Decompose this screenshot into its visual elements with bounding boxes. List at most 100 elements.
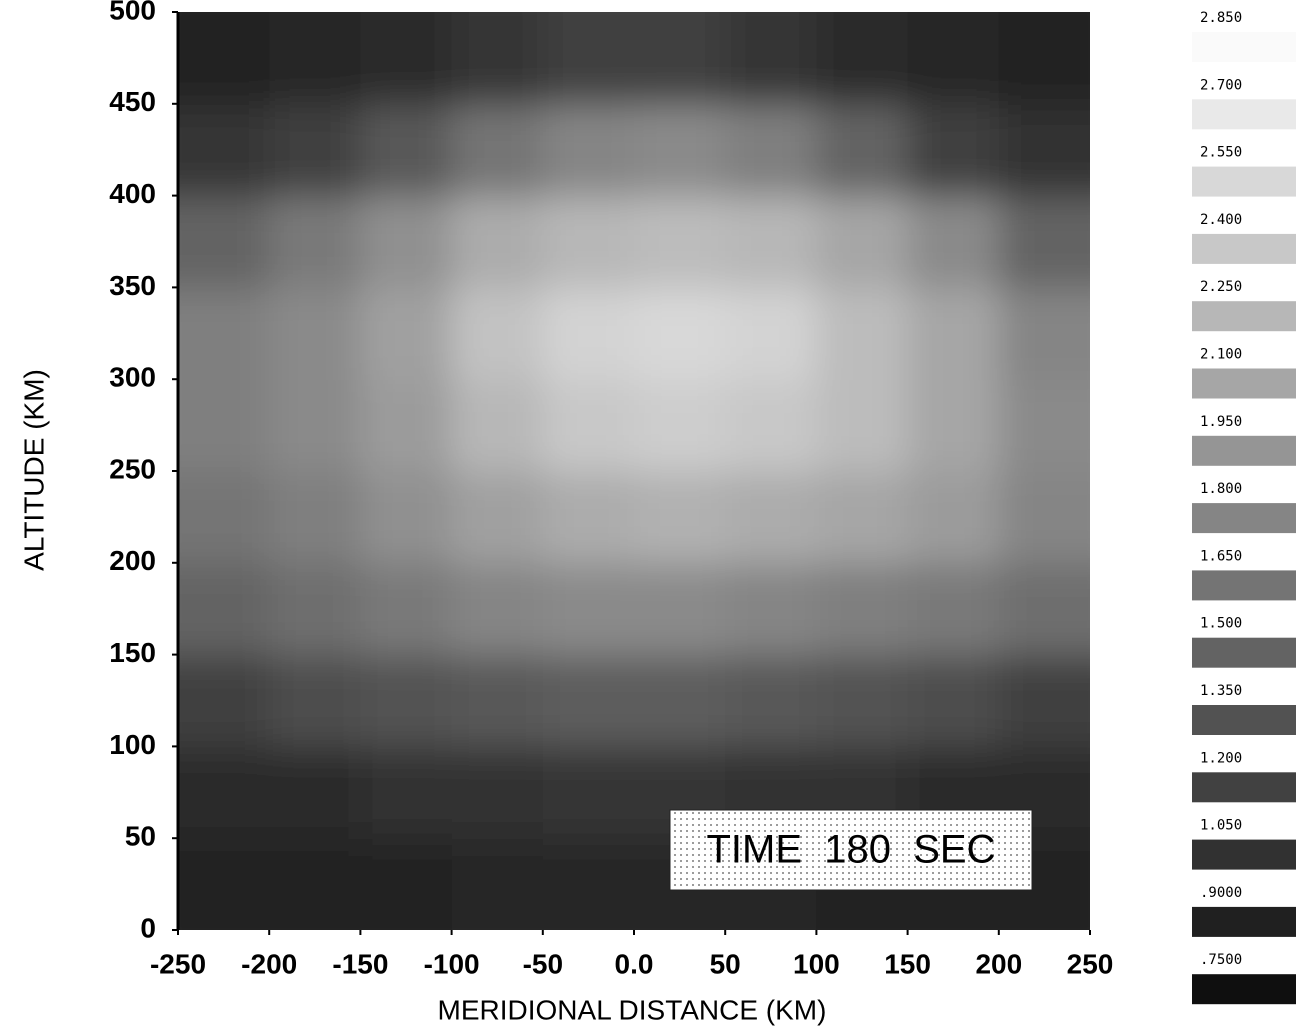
cell (634, 379, 727, 472)
cell (907, 471, 1000, 564)
cell (360, 12, 453, 105)
cell (725, 379, 818, 472)
cell (360, 195, 453, 289)
cell (178, 379, 271, 472)
cell (998, 654, 1090, 748)
cell (269, 471, 362, 564)
cell (907, 287, 1000, 381)
x-tick-label: 200 (975, 948, 1022, 979)
legend-label: 1.650 (1200, 548, 1242, 564)
cell (634, 654, 727, 748)
cell (725, 195, 818, 289)
legend-swatch (1192, 301, 1296, 332)
cell (725, 12, 818, 105)
cell (998, 379, 1090, 472)
cell (725, 103, 818, 197)
y-tick-label: 200 (109, 545, 156, 576)
cell (269, 746, 362, 840)
x-tick-label: -50 (523, 948, 563, 979)
y-tick-label: 450 (109, 86, 156, 117)
cell (178, 195, 271, 289)
x-tick-label: -100 (424, 948, 480, 979)
y-axis-label: ALTITUDE (KM) (18, 369, 49, 571)
cell (907, 654, 1000, 748)
y-tick-label: 350 (109, 270, 156, 301)
cell (542, 562, 635, 656)
cell (451, 287, 544, 381)
cell (816, 471, 909, 564)
x-tick-label: 100 (793, 948, 840, 979)
cell (178, 838, 271, 930)
legend-swatch (1192, 839, 1296, 870)
cell (542, 287, 635, 381)
x-tick-label: 150 (884, 948, 931, 979)
cell (634, 12, 727, 105)
cell (542, 195, 635, 289)
cell (542, 838, 635, 930)
cell (269, 195, 362, 289)
cell (178, 654, 271, 748)
cell (360, 379, 453, 472)
cell (542, 103, 635, 197)
cell (360, 838, 453, 930)
x-axis-label: MERIDIONAL DISTANCE (KM) (438, 994, 827, 1025)
cell (816, 195, 909, 289)
cell (451, 562, 544, 656)
cell (542, 746, 635, 840)
field (178, 12, 1090, 930)
cell (542, 12, 635, 105)
cell (816, 654, 909, 748)
cell (360, 103, 453, 197)
cell (542, 379, 635, 472)
legend-label: .7500 (1200, 952, 1242, 968)
cell (634, 562, 727, 656)
legend-label: 2.550 (1200, 145, 1242, 161)
x-tick-label: -200 (241, 948, 297, 979)
cell (269, 12, 362, 105)
cell (998, 562, 1090, 656)
legend-label: 2.850 (1200, 10, 1242, 26)
legend-swatch (1192, 503, 1296, 534)
cell (178, 562, 271, 656)
legend-label: 1.950 (1200, 414, 1242, 430)
cell (269, 562, 362, 656)
y-tick-label: 150 (109, 637, 156, 668)
cell (998, 12, 1090, 105)
cell (998, 103, 1090, 197)
y-tick-label: 400 (109, 178, 156, 209)
annotation: TIME 180 SEC (707, 828, 996, 872)
legend-swatch (1192, 637, 1296, 668)
cell (451, 746, 544, 840)
cell (907, 195, 1000, 289)
legend-swatch (1192, 166, 1296, 197)
legend-label: 1.500 (1200, 616, 1242, 632)
overlay: 0 50 100 150 200 250 300 350 400 450 500 -250 -200 -1… (109, 0, 1296, 1005)
cell (816, 379, 909, 472)
x-tick-label: 50 (710, 948, 741, 979)
cell (998, 195, 1090, 289)
cell (178, 103, 271, 197)
cell (816, 562, 909, 656)
cell (269, 838, 362, 930)
cell (998, 287, 1090, 381)
legend-label: 1.800 (1200, 481, 1242, 497)
cell (907, 12, 1000, 105)
legend-swatch (1192, 99, 1296, 130)
y-tick-label: 250 (109, 453, 156, 484)
x-tick-label: 250 (1067, 948, 1114, 979)
cell (816, 103, 909, 197)
cell (542, 471, 635, 564)
x-tick-label: 0.0 (615, 948, 654, 979)
cell (451, 838, 544, 930)
cell (451, 12, 544, 105)
legend-swatch (1192, 705, 1296, 735)
cell (451, 195, 544, 289)
cell (451, 103, 544, 197)
cell (725, 471, 818, 564)
legend-label: .9000 (1200, 885, 1242, 901)
y-tick-label: 300 (109, 362, 156, 393)
legend-swatch (1192, 32, 1296, 62)
cell (269, 654, 362, 748)
cell (269, 379, 362, 472)
